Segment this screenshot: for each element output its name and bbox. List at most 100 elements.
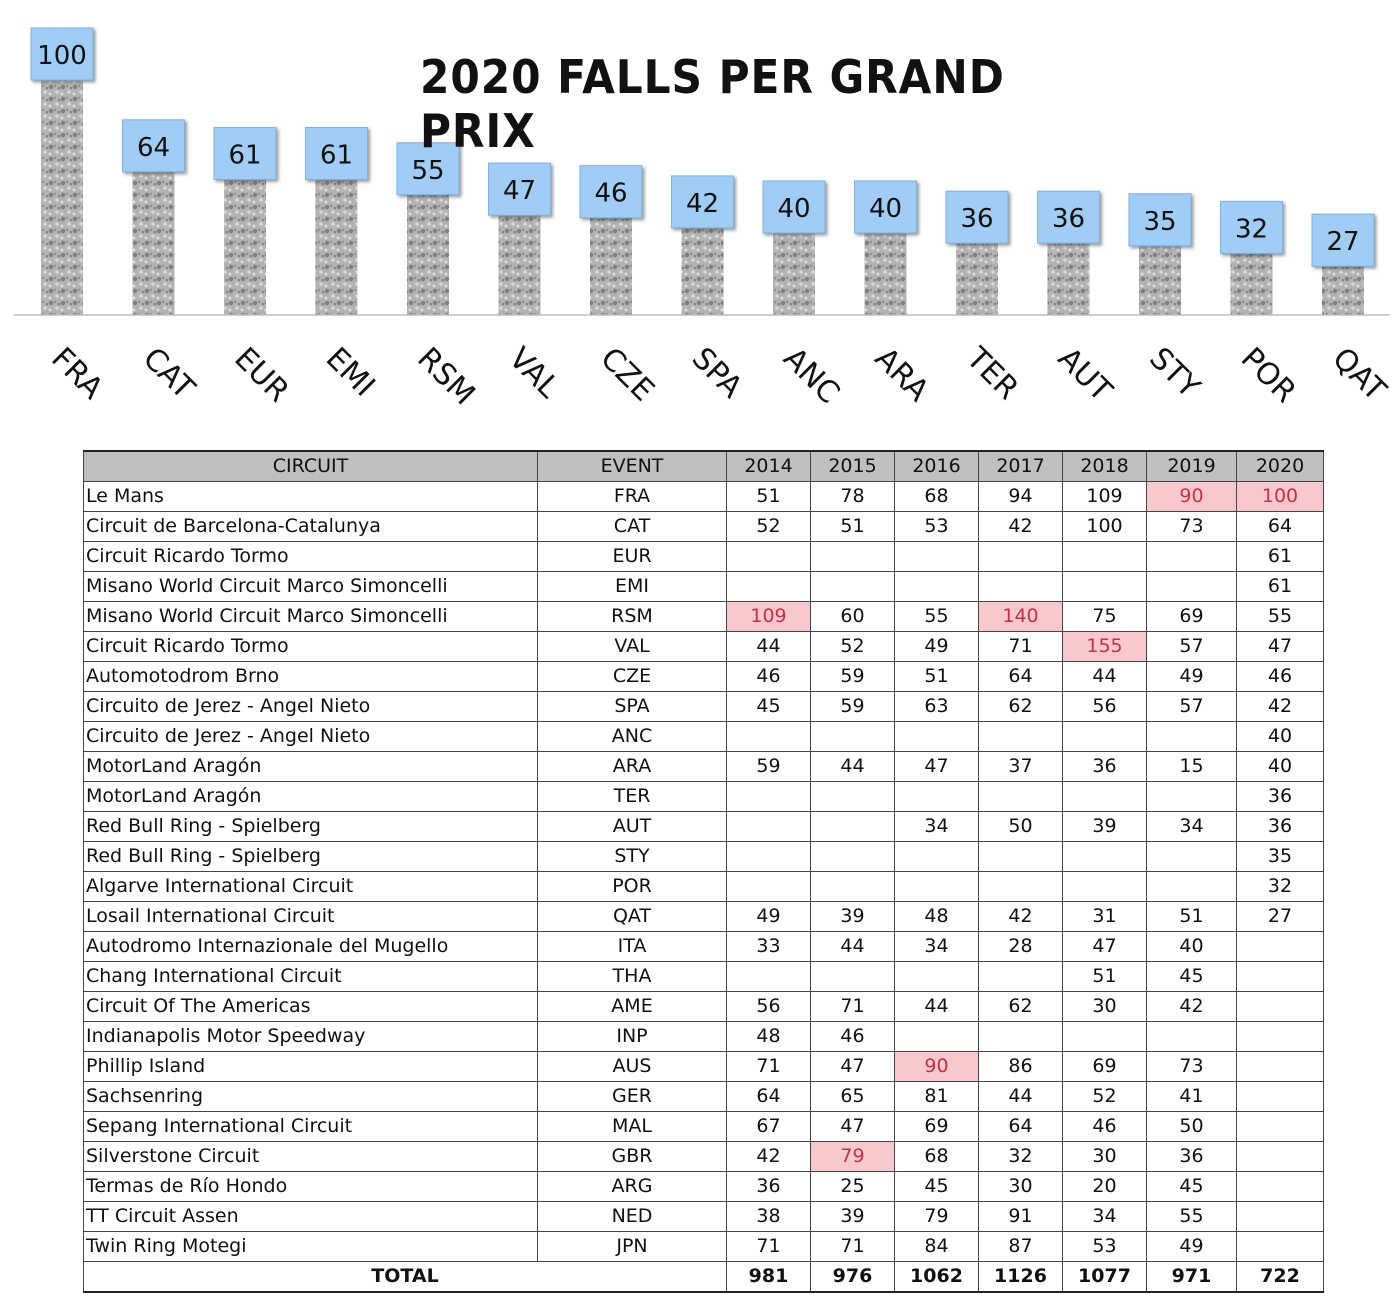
total-cell: 981 bbox=[726, 1261, 811, 1293]
table-row: Misano World Circuit Marco Simoncelli RSM… bbox=[83, 601, 1324, 632]
value-cell bbox=[978, 1021, 1063, 1052]
tick-label-anc: ANC bbox=[776, 341, 846, 411]
value-cell bbox=[1062, 721, 1147, 752]
value-cell: 36 bbox=[1236, 781, 1324, 812]
value-cell bbox=[810, 721, 895, 752]
table-row: Automotodrom Brno CZE 46 59 51 64 44 49 46 bbox=[83, 661, 1324, 692]
value-cell: 34 bbox=[894, 931, 979, 962]
event-cell: FRA bbox=[537, 481, 727, 512]
value-cell: 47 bbox=[1236, 631, 1324, 662]
circuit-cell: Circuit Ricardo Tormo bbox=[83, 631, 538, 662]
value-cell: 44 bbox=[978, 1081, 1063, 1112]
circuit-cell: Circuit Of The Americas bbox=[83, 991, 538, 1022]
value-cell bbox=[726, 961, 811, 992]
value-cell: 42 bbox=[1146, 991, 1237, 1022]
table-row: Phillip Island AUS 71 47 90 86 69 73 bbox=[83, 1051, 1324, 1082]
value-cell: 36 bbox=[726, 1171, 811, 1202]
value-cell: 33 bbox=[726, 931, 811, 962]
bar-fra bbox=[41, 60, 83, 315]
value-cell bbox=[810, 871, 895, 902]
value-cell: 79 bbox=[810, 1141, 895, 1172]
event-cell: AME bbox=[537, 991, 727, 1022]
data-label-box-qat bbox=[1311, 213, 1375, 267]
value-cell: 100 bbox=[1062, 511, 1147, 542]
value-cell: 42 bbox=[978, 511, 1063, 542]
table-row: Red Bull Ring - Spielberg AUT 34 50 39 34 36 bbox=[83, 811, 1324, 842]
value-cell bbox=[1236, 1051, 1324, 1082]
event-cell: GER bbox=[537, 1081, 727, 1112]
data-label-box-fra bbox=[30, 27, 94, 81]
table-row: Twin Ring Motegi JPN 71 71 84 87 53 49 bbox=[83, 1231, 1324, 1262]
value-cell bbox=[978, 721, 1063, 752]
value-cell bbox=[810, 841, 895, 872]
value-cell: 64 bbox=[1236, 511, 1324, 542]
value-cell: 41 bbox=[1146, 1081, 1237, 1112]
value-cell bbox=[726, 781, 811, 812]
value-cell: 27 bbox=[1236, 901, 1324, 932]
event-cell: INP bbox=[537, 1021, 727, 1052]
value-cell: 140 bbox=[978, 601, 1063, 632]
data-label-aut: 36 bbox=[1052, 204, 1085, 234]
table-header-row: CIRCUIT EVENT 2014 2015 2016 2017 2018 2019 2020 bbox=[83, 450, 1324, 482]
value-cell bbox=[726, 871, 811, 902]
value-cell bbox=[1146, 1021, 1237, 1052]
data-label-spa: 42 bbox=[686, 189, 719, 219]
value-cell bbox=[978, 781, 1063, 812]
circuit-cell: MotorLand Aragón bbox=[83, 751, 538, 782]
event-cell: RSM bbox=[537, 601, 727, 632]
table-row: Red Bull Ring - Spielberg STY 35 bbox=[83, 841, 1324, 872]
value-cell bbox=[1236, 1021, 1324, 1052]
value-cell: 109 bbox=[1062, 481, 1147, 512]
value-cell: 51 bbox=[810, 511, 895, 542]
total-cell: 1126 bbox=[978, 1261, 1063, 1293]
tick-label-val: VAL bbox=[502, 341, 566, 405]
value-cell bbox=[978, 541, 1063, 572]
column-header-circuit: CIRCUIT bbox=[83, 450, 538, 482]
value-cell: 59 bbox=[810, 661, 895, 692]
value-cell: 55 bbox=[1146, 1201, 1237, 1232]
value-cell: 61 bbox=[1236, 541, 1324, 572]
value-cell: 59 bbox=[810, 691, 895, 722]
circuit-cell: Termas de Río Hondo bbox=[83, 1171, 538, 1202]
table-row: Circuit Ricardo Tormo VAL 44 52 49 71 155 57 47 bbox=[83, 631, 1324, 662]
event-cell: JPN bbox=[537, 1231, 727, 1262]
value-cell: 61 bbox=[1236, 571, 1324, 602]
value-cell: 39 bbox=[810, 901, 895, 932]
value-cell: 64 bbox=[978, 1111, 1063, 1142]
data-label-anc: 40 bbox=[777, 194, 810, 224]
data-label-box-val bbox=[488, 162, 551, 216]
value-cell: 49 bbox=[1146, 661, 1237, 692]
tick-label-rsm: RSM bbox=[410, 341, 481, 412]
circuit-cell: Sepang International Circuit bbox=[83, 1111, 538, 1142]
value-cell: 48 bbox=[894, 901, 979, 932]
data-label-fra: 100 bbox=[37, 41, 87, 71]
event-cell: ARG bbox=[537, 1171, 727, 1202]
value-cell bbox=[810, 961, 895, 992]
value-cell: 71 bbox=[978, 631, 1063, 662]
event-cell: CAT bbox=[537, 511, 727, 542]
value-cell: 42 bbox=[978, 901, 1063, 932]
data-label-cze: 46 bbox=[594, 179, 627, 209]
value-cell: 42 bbox=[1236, 691, 1324, 722]
total-label: TOTAL bbox=[83, 1261, 727, 1293]
value-cell: 52 bbox=[726, 511, 811, 542]
value-cell: 32 bbox=[1236, 871, 1324, 902]
event-cell: ANC bbox=[537, 721, 727, 752]
table-row: Silverstone Circuit GBR 42 79 68 32 30 36 bbox=[83, 1141, 1324, 1172]
circuit-cell: Circuito de Jerez - Angel Nieto bbox=[83, 691, 538, 722]
value-cell: 28 bbox=[978, 931, 1063, 962]
value-cell: 52 bbox=[1062, 1081, 1147, 1112]
value-cell: 51 bbox=[1146, 901, 1237, 932]
value-cell: 64 bbox=[726, 1081, 811, 1112]
bar-rsm bbox=[407, 174, 449, 315]
value-cell bbox=[726, 541, 811, 572]
circuit-cell: Silverstone Circuit bbox=[83, 1141, 538, 1172]
circuit-cell: MotorLand Aragón bbox=[83, 781, 538, 812]
column-header-2017: 2017 bbox=[978, 450, 1063, 482]
data-label-box-anc bbox=[762, 180, 826, 234]
value-cell: 90 bbox=[1146, 481, 1237, 512]
value-cell bbox=[1236, 931, 1324, 962]
circuit-cell: Phillip Island bbox=[83, 1051, 538, 1082]
value-cell: 65 bbox=[810, 1081, 895, 1112]
value-cell: 69 bbox=[1146, 601, 1237, 632]
